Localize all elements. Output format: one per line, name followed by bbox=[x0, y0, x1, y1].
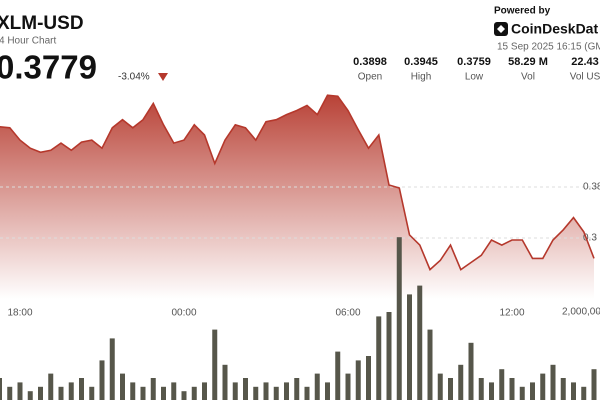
area-fill bbox=[0, 95, 594, 300]
volume-bar bbox=[489, 382, 494, 400]
volume-bar bbox=[27, 391, 33, 400]
volume-bar bbox=[273, 386, 279, 400]
volume-bar bbox=[38, 386, 43, 400]
volume-bar bbox=[417, 285, 423, 400]
stat-label: Low bbox=[465, 72, 484, 83]
volume-bar bbox=[509, 378, 515, 400]
volume-bar bbox=[232, 382, 238, 400]
volume-bar bbox=[550, 364, 556, 400]
y-tick-label: 0.38 bbox=[583, 182, 600, 193]
volume-bar bbox=[140, 386, 146, 400]
volume-bar bbox=[571, 382, 576, 400]
volume-bar bbox=[530, 382, 535, 400]
volume-bar bbox=[243, 378, 248, 400]
x-tick-label: 00:00 bbox=[171, 308, 196, 319]
volume-bar bbox=[355, 360, 361, 400]
timestamp: 15 Sep 2025 16:15 (GMT bbox=[497, 42, 600, 53]
plot-area: 0.38 0.3 2,000,000 18:00 00:00 06:00 12:00 bbox=[0, 94, 600, 400]
stat-label: High bbox=[411, 72, 432, 83]
volume-bar bbox=[79, 378, 84, 400]
volume-bar bbox=[468, 342, 474, 400]
volume-bar bbox=[120, 373, 125, 400]
volume-bar bbox=[48, 373, 54, 400]
volume-bar bbox=[540, 373, 546, 400]
header-bg bbox=[0, 0, 600, 86]
volume-bar bbox=[396, 237, 402, 400]
volume-bar bbox=[212, 329, 218, 400]
volume-bar bbox=[202, 382, 207, 400]
y-tick-label: 0.3 bbox=[583, 233, 597, 244]
y2-tick-label: 2,000,000 bbox=[562, 307, 600, 318]
volume-bar bbox=[376, 316, 382, 400]
volume-bar bbox=[304, 386, 310, 400]
chart-title: XLM-USD bbox=[0, 13, 84, 34]
brand-logo bbox=[494, 22, 508, 36]
price: 0.3779 bbox=[0, 49, 97, 86]
volume-bar bbox=[478, 378, 484, 400]
volume-bar bbox=[499, 369, 505, 400]
stat-value: 0.3759 bbox=[457, 56, 491, 68]
change: -3.04% bbox=[118, 72, 150, 83]
volume-bar bbox=[181, 391, 187, 400]
volume-bar bbox=[437, 373, 443, 400]
volume-bar bbox=[17, 382, 23, 400]
stat-label: Open bbox=[358, 72, 382, 83]
volume-bar bbox=[284, 382, 289, 400]
volume-bar bbox=[109, 338, 115, 400]
volume-bar bbox=[427, 329, 433, 400]
volume-bar bbox=[314, 373, 320, 400]
chart-subtitle: 4 Hour Chart bbox=[0, 36, 56, 47]
volume-bar bbox=[150, 378, 156, 400]
volume-bar bbox=[345, 373, 351, 400]
volume-bar bbox=[294, 378, 300, 400]
volume-bar bbox=[58, 386, 64, 400]
volume-bar bbox=[335, 351, 341, 400]
source: Powered by bbox=[494, 6, 551, 17]
volume-bar bbox=[407, 294, 412, 400]
volume-bar bbox=[325, 382, 330, 400]
volume-bar bbox=[591, 369, 597, 400]
volume-bar bbox=[89, 386, 95, 400]
volume-bar bbox=[386, 312, 392, 400]
volume-bar bbox=[161, 386, 166, 400]
volume-bar bbox=[130, 382, 136, 400]
volume-bar bbox=[448, 378, 453, 400]
stat-value: 58.29 M bbox=[508, 56, 548, 68]
volume-bar bbox=[560, 378, 566, 400]
brand: CoinDeskDat bbox=[511, 21, 598, 37]
volume-bar bbox=[519, 386, 525, 400]
x-tick-label: 06:00 bbox=[335, 308, 360, 319]
stat-label: Vol US bbox=[570, 72, 600, 83]
volume-bar bbox=[0, 378, 2, 400]
price-line bbox=[0, 94, 595, 271]
volume-bar bbox=[263, 382, 269, 400]
down-arrow bbox=[158, 73, 168, 81]
volume-bar bbox=[366, 356, 371, 400]
volume-bar bbox=[458, 364, 464, 400]
stats: 0.3898 Open 0.3945 High 0.3759 Low 58.29 M Vol 2… bbox=[353, 56, 600, 83]
stat-value: 0.3898 bbox=[353, 56, 387, 68]
volume-bar bbox=[7, 386, 13, 400]
stat-label: Vol bbox=[521, 72, 535, 83]
volume-bar bbox=[191, 386, 197, 400]
volume-bar bbox=[68, 382, 74, 400]
x-tick-label: 18:00 bbox=[7, 308, 32, 319]
stat-value: 22.43 bbox=[571, 56, 599, 68]
volume-bar bbox=[253, 386, 259, 400]
volume-bar bbox=[171, 382, 177, 400]
volume-bar bbox=[99, 360, 105, 400]
volume-bar bbox=[581, 386, 587, 400]
stat-value: 0.3945 bbox=[404, 56, 438, 68]
x-tick-label: 12:00 bbox=[499, 308, 524, 319]
volume-bar bbox=[222, 364, 228, 400]
